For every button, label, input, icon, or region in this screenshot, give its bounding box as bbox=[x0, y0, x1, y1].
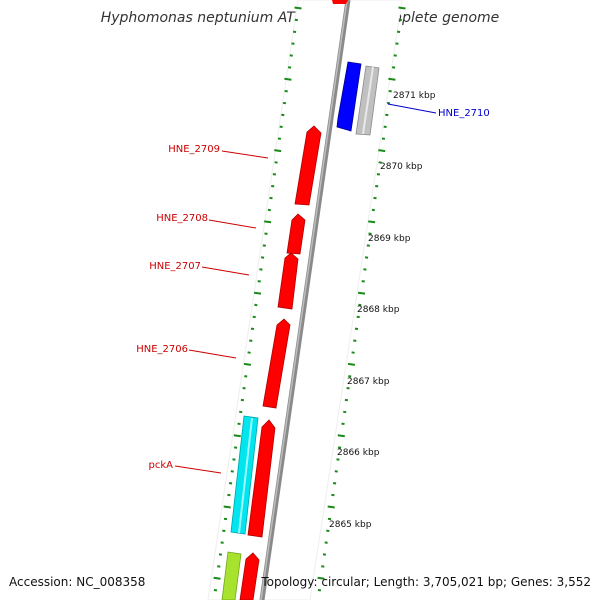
minor-tick bbox=[334, 470, 338, 473]
major-tick bbox=[223, 505, 231, 509]
gene-label-hne2707: HNE_2707 bbox=[149, 261, 201, 272]
major-tick bbox=[253, 291, 262, 295]
genome-backbone-highlight bbox=[260, 0, 348, 600]
gene-hne2710 bbox=[336, 61, 362, 132]
minor-tick bbox=[247, 351, 251, 354]
minor-tick bbox=[230, 470, 234, 473]
gene-hne2709 bbox=[294, 125, 322, 206]
leader-pcka bbox=[174, 465, 222, 474]
major-tick bbox=[284, 77, 292, 81]
gene-pcka bbox=[230, 415, 259, 535]
major-tick bbox=[337, 434, 345, 438]
major-tick bbox=[264, 220, 272, 224]
major-tick bbox=[317, 576, 325, 580]
gene-hne2706 bbox=[262, 318, 291, 409]
leader-hne2709 bbox=[221, 150, 269, 159]
major-tick bbox=[378, 149, 386, 153]
gene-top-fragment bbox=[332, 0, 348, 4]
gene-label-hne2708: HNE_2708 bbox=[156, 213, 208, 224]
gene-label-pcka: pckA bbox=[149, 460, 174, 471]
minor-tick bbox=[324, 541, 328, 544]
minor-tick bbox=[220, 541, 224, 544]
major-tick bbox=[274, 149, 282, 153]
accession-text: Accession: NC_008358 bbox=[9, 575, 145, 589]
leader-hne2706 bbox=[188, 349, 237, 359]
major-tick bbox=[243, 362, 252, 366]
gene-yellowgreen bbox=[221, 551, 242, 600]
gene-gray-shade bbox=[362, 66, 374, 135]
kbp-label: 2866 kbp bbox=[337, 448, 380, 458]
inner-tick-scale bbox=[317, 6, 406, 592]
major-tick bbox=[213, 576, 221, 580]
minor-tick bbox=[274, 161, 278, 164]
gene-hne2707 bbox=[277, 252, 299, 310]
genome-backbone bbox=[259, 0, 351, 600]
kbp-label: 2867 kbp bbox=[347, 377, 390, 387]
gene-bottom-red bbox=[239, 552, 260, 600]
leader-hne2708 bbox=[208, 219, 257, 229]
kbp-label: 2868 kbp bbox=[357, 305, 400, 315]
gene-hne2708 bbox=[286, 213, 306, 255]
genome-summary-text: Topology: circular; Length: 3,705,021 bp… bbox=[260, 575, 591, 589]
major-tick bbox=[294, 6, 302, 10]
major-tick bbox=[357, 291, 366, 295]
major-tick bbox=[347, 362, 356, 366]
leader-hne2710 bbox=[387, 103, 437, 114]
major-tick bbox=[327, 505, 335, 509]
gene-label-hne2709: HNE_2709 bbox=[168, 144, 220, 155]
major-tick bbox=[368, 220, 376, 224]
kbp-label: 2865 kbp bbox=[329, 520, 372, 530]
minor-tick bbox=[386, 101, 391, 105]
leader-hne2707 bbox=[201, 266, 250, 276]
gene-pcka-neighbor bbox=[247, 419, 276, 538]
kbp-label: 2871 kbp bbox=[393, 91, 436, 101]
minor-tick bbox=[282, 101, 287, 105]
minor-tick bbox=[228, 482, 233, 485]
major-tick bbox=[398, 6, 406, 10]
major-tick bbox=[388, 77, 396, 81]
kbp-label: 2870 kbp bbox=[380, 162, 423, 172]
minor-tick bbox=[239, 410, 243, 414]
minor-tick bbox=[395, 42, 399, 45]
gene-pcka-shade bbox=[238, 417, 253, 534]
gene-label-hne2710: HNE_2710 bbox=[438, 108, 490, 119]
gene-label-hne2706: HNE_2706 bbox=[136, 344, 188, 355]
major-tick bbox=[233, 434, 241, 438]
outer-tick-scale bbox=[213, 6, 302, 592]
minor-tick bbox=[343, 410, 347, 414]
minor-tick bbox=[351, 351, 355, 354]
minor-tick bbox=[291, 42, 295, 45]
minor-tick bbox=[378, 161, 382, 164]
minor-tick bbox=[332, 482, 337, 485]
kbp-label: 2869 kbp bbox=[368, 234, 411, 244]
